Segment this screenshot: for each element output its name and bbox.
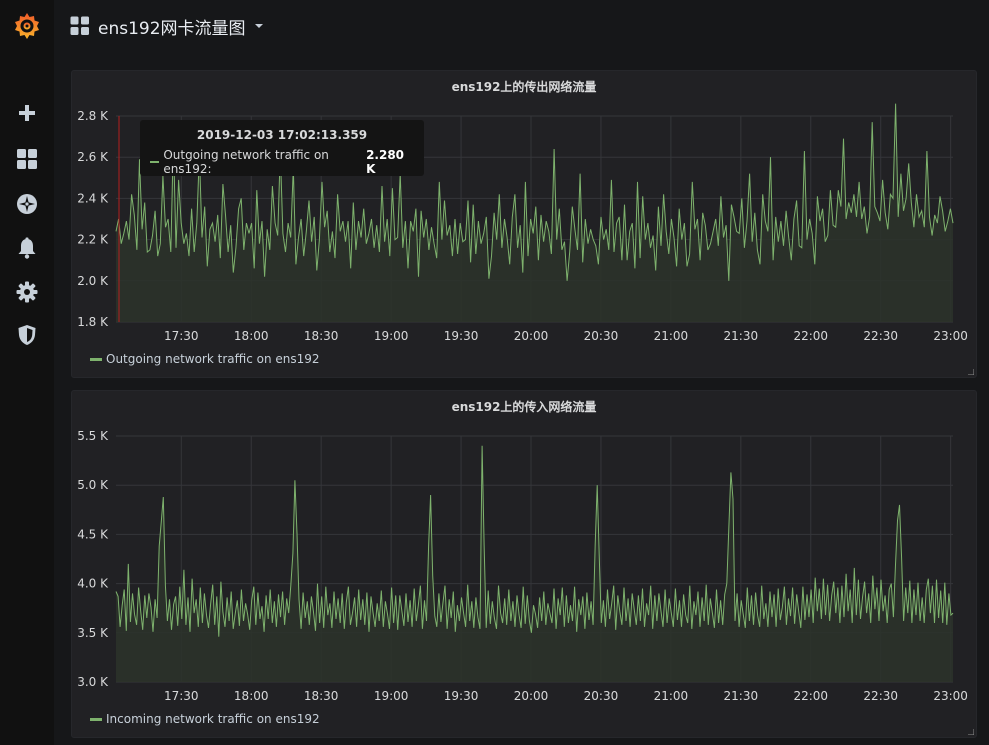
x-tick-label: 19:30 [444,689,479,703]
y-tick-label: 1.8 K [77,315,109,329]
resize-handle-icon[interactable] [968,729,974,735]
y-tick-label: 3.0 K [77,675,109,689]
x-tick-label: 17:30 [164,329,199,343]
y-tick-label: 2.8 K [77,109,109,123]
x-tick-label: 18:00 [234,329,269,343]
x-tick-label: 20:00 [514,689,549,703]
x-tick-label: 17:30 [164,689,199,703]
panel-title[interactable]: ens192上的传出网络流量 [451,80,597,94]
grafana-logo-icon[interactable] [0,5,54,47]
x-tick-label: 22:30 [863,329,898,343]
legend-swatch [90,717,102,721]
x-tick-label: 21:30 [724,329,759,343]
panel-title[interactable]: ens192上的传入网络流量 [451,400,597,414]
x-tick-label: 20:30 [584,689,619,703]
tooltip-series-name: Outgoing network traffic on ens192: [163,148,329,176]
legend-label: Incoming network traffic on ens192 [106,712,320,726]
caret-down-icon [254,24,263,28]
y-tick-label: 2.4 K [77,191,109,205]
series-area [116,103,953,322]
x-tick-label: 23:00 [933,689,968,703]
dashboard-title: ens192网卡流量图 [98,18,246,39]
series-line [115,445,954,637]
explore-icon[interactable] [0,184,54,224]
graph-tooltip: 2019-12-03 17:02:13.359 Outgoing network… [140,120,424,176]
x-tick-label: 19:00 [374,689,409,703]
sidebar [0,0,54,745]
tooltip-value: 2.280 K [366,148,405,176]
x-tick-label: 20:00 [514,329,549,343]
incoming-traffic-chart[interactable]: 3.0 K 3.5 K 4.0 K 4.5 K 5.0 K 5.5 K 17:30 18:00… [72,391,978,739]
y-tick-label: 2.6 K [77,150,109,164]
y-tick-label: 5.5 K [77,429,109,443]
resize-handle-icon[interactable] [968,369,974,375]
y-tick-label: 5.0 K [77,478,109,492]
tooltip-swatch [150,161,160,163]
tooltip-series-row: Outgoing network traffic on ens192: 2.28… [150,148,414,176]
legend-item-incoming[interactable]: Incoming network traffic on ens192 [90,712,320,726]
x-tick-label: 20:30 [584,329,619,343]
y-tick-label: 3.5 K [77,626,109,640]
x-tick-label: 22:00 [793,329,828,343]
alerting-icon[interactable] [0,228,54,268]
y-tick-label: 4.0 K [77,577,109,591]
x-tick-label: 19:00 [374,329,409,343]
x-tick-label: 22:00 [793,689,828,703]
legend-label: Outgoing network traffic on ens192 [106,352,320,366]
x-tick-label: 22:30 [863,689,898,703]
tooltip-time: 2019-12-03 17:02:13.359 [196,128,368,142]
dashboards-icon[interactable] [0,139,54,179]
dashboard-navbar: ens192网卡流量图 [54,0,989,52]
y-tick-label: 2.2 K [77,233,109,247]
x-tick-label: 21:00 [654,329,689,343]
dashboard-grid-icon [70,16,89,35]
dashboard-title-picker[interactable]: ens192网卡流量图 [70,12,264,40]
x-tick-label: 21:30 [724,689,759,703]
outgoing-traffic-chart[interactable]: 1.8 K 2.0 K 2.2 K 2.4 K 2.6 K 2.8 K 17:30 18:00… [72,71,978,379]
x-tick-label: 23:00 [933,329,968,343]
series-line [115,103,954,281]
incoming-traffic-panel: ens192上的传入网络流量 3.0 K 3.5 K 4.0 K 4.5 K 5.0 K… [71,390,977,738]
x-tick-label: 18:30 [304,329,339,343]
create-icon[interactable] [0,93,54,133]
server-admin-icon[interactable] [0,315,54,355]
legend-swatch [90,357,102,361]
x-tick-label: 19:30 [444,329,479,343]
configuration-icon[interactable] [0,272,54,312]
x-tick-label: 21:00 [654,689,689,703]
x-tick-label: 18:00 [234,689,269,703]
outgoing-traffic-panel: ens192上的传出网络流量 1.8 K 2.0 K 2.2 K 2.4 K 2.6 K… [71,70,977,378]
y-tick-label: 2.0 K [77,274,109,288]
series-area [116,445,953,682]
x-tick-label: 18:30 [304,689,339,703]
y-tick-label: 4.5 K [77,527,109,541]
legend-item-outgoing[interactable]: Outgoing network traffic on ens192 [90,352,320,366]
